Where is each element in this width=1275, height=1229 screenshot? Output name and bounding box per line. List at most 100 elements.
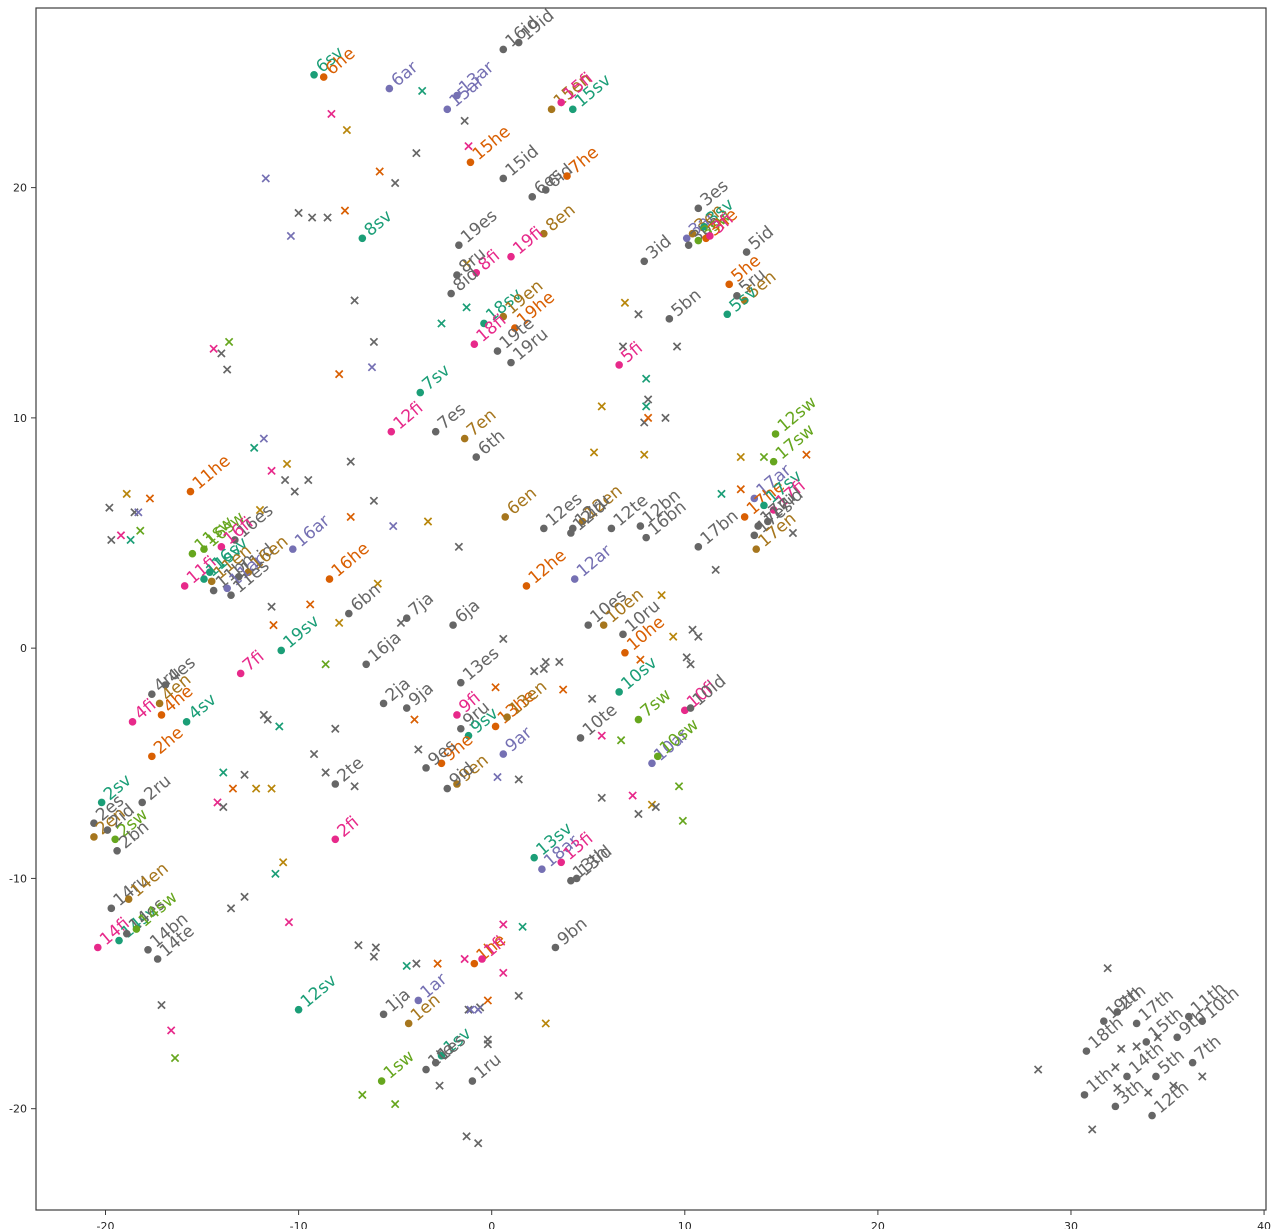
data-point [640, 257, 649, 266]
x-marker [321, 660, 330, 669]
data-point [568, 105, 577, 114]
x-marker [375, 167, 384, 176]
x-marker [643, 413, 653, 423]
point-label: 15id [502, 142, 543, 181]
data-point-group: 10id [686, 671, 730, 712]
data-point [1113, 1008, 1122, 1016]
data-point [231, 536, 239, 544]
x-marker [145, 494, 155, 503]
x-marker [224, 337, 234, 347]
data-point [234, 572, 243, 581]
x-marker [305, 600, 315, 609]
x-marker [1132, 1042, 1141, 1051]
x-marker [286, 231, 296, 241]
x-marker [597, 731, 606, 740]
y-tick-label: 20 [13, 182, 27, 195]
data-point [684, 241, 693, 249]
data-point-group: 7es [431, 399, 470, 436]
data-point [379, 1010, 388, 1019]
point-label: 9ja [405, 678, 438, 710]
data-point [694, 204, 703, 213]
data-point [1142, 1038, 1151, 1046]
data-point [148, 690, 156, 698]
x-marker [473, 1005, 483, 1014]
x-marker [641, 374, 651, 383]
x-marker [284, 917, 294, 927]
data-point-group: 6en [501, 483, 541, 521]
data-point [124, 895, 133, 903]
data-point-group: 7sw [634, 685, 675, 724]
data-point [453, 780, 461, 788]
x-marker [271, 869, 280, 879]
x-marker [346, 457, 355, 466]
x-marker [1111, 1063, 1120, 1072]
x-marker [309, 749, 319, 759]
data-point [122, 929, 131, 938]
data-point [769, 457, 778, 466]
data-point [453, 711, 461, 719]
data-point [138, 798, 147, 807]
data-point-group: 15id [499, 142, 543, 183]
x-marker [514, 991, 523, 1001]
data-point [457, 678, 465, 687]
data-point-group: 7sv [416, 361, 454, 397]
x-marker [620, 298, 630, 307]
x-marker [464, 141, 473, 151]
data-point [754, 522, 762, 530]
x-marker [267, 466, 276, 476]
data-point [358, 234, 367, 243]
x-marker [759, 452, 769, 462]
data-point-group: 7he [563, 143, 603, 180]
point-label: 7sv [419, 361, 455, 395]
data-point-group: 7ja [402, 589, 438, 623]
data-point [1198, 1017, 1207, 1025]
data-point [153, 955, 162, 963]
data-point [694, 236, 703, 245]
point-label: 7th [1191, 1032, 1226, 1065]
x-marker [694, 632, 703, 641]
data-point [402, 704, 411, 712]
data-point [511, 324, 519, 332]
data-point [345, 609, 353, 618]
data-point-group: 2ru [138, 771, 175, 807]
data-point [538, 865, 546, 874]
data-point [764, 517, 772, 526]
x-marker [491, 683, 500, 692]
x-marker [788, 528, 798, 538]
x-marker [389, 521, 398, 531]
data-point-group: 1th [1080, 1064, 1117, 1099]
data-point [402, 614, 411, 623]
x-marker [371, 943, 381, 952]
y-tick-label: 10 [13, 412, 27, 425]
x-marker [334, 369, 344, 379]
x-marker [641, 402, 651, 411]
x-marker [636, 655, 645, 664]
x-tick-label: 20 [871, 1220, 885, 1229]
point-label: 6en [504, 483, 541, 519]
x-marker [222, 365, 232, 374]
data-point-group: 5id [742, 222, 778, 256]
data-point [682, 234, 691, 243]
data-point [470, 340, 479, 348]
data-point [331, 835, 340, 844]
x-marker [261, 174, 270, 183]
data-point-group: 13es [457, 643, 503, 687]
x-marker [157, 1000, 166, 1010]
point-label: 8en [542, 200, 579, 236]
data-point [584, 621, 593, 629]
x-marker [597, 793, 606, 803]
point-label: 12fi [390, 398, 428, 434]
x-marker [688, 625, 697, 634]
data-point-group: 2he [148, 723, 188, 761]
point-label: 19fi [509, 223, 547, 259]
data-point [750, 531, 759, 540]
y-tick-label: -20 [9, 1103, 27, 1116]
data-point [700, 222, 708, 231]
data-point [90, 819, 98, 827]
x-marker [251, 784, 261, 793]
data-point [572, 874, 581, 883]
data-point [665, 315, 674, 323]
data-point [653, 752, 662, 761]
x-marker [240, 892, 249, 902]
data-point [528, 193, 537, 201]
